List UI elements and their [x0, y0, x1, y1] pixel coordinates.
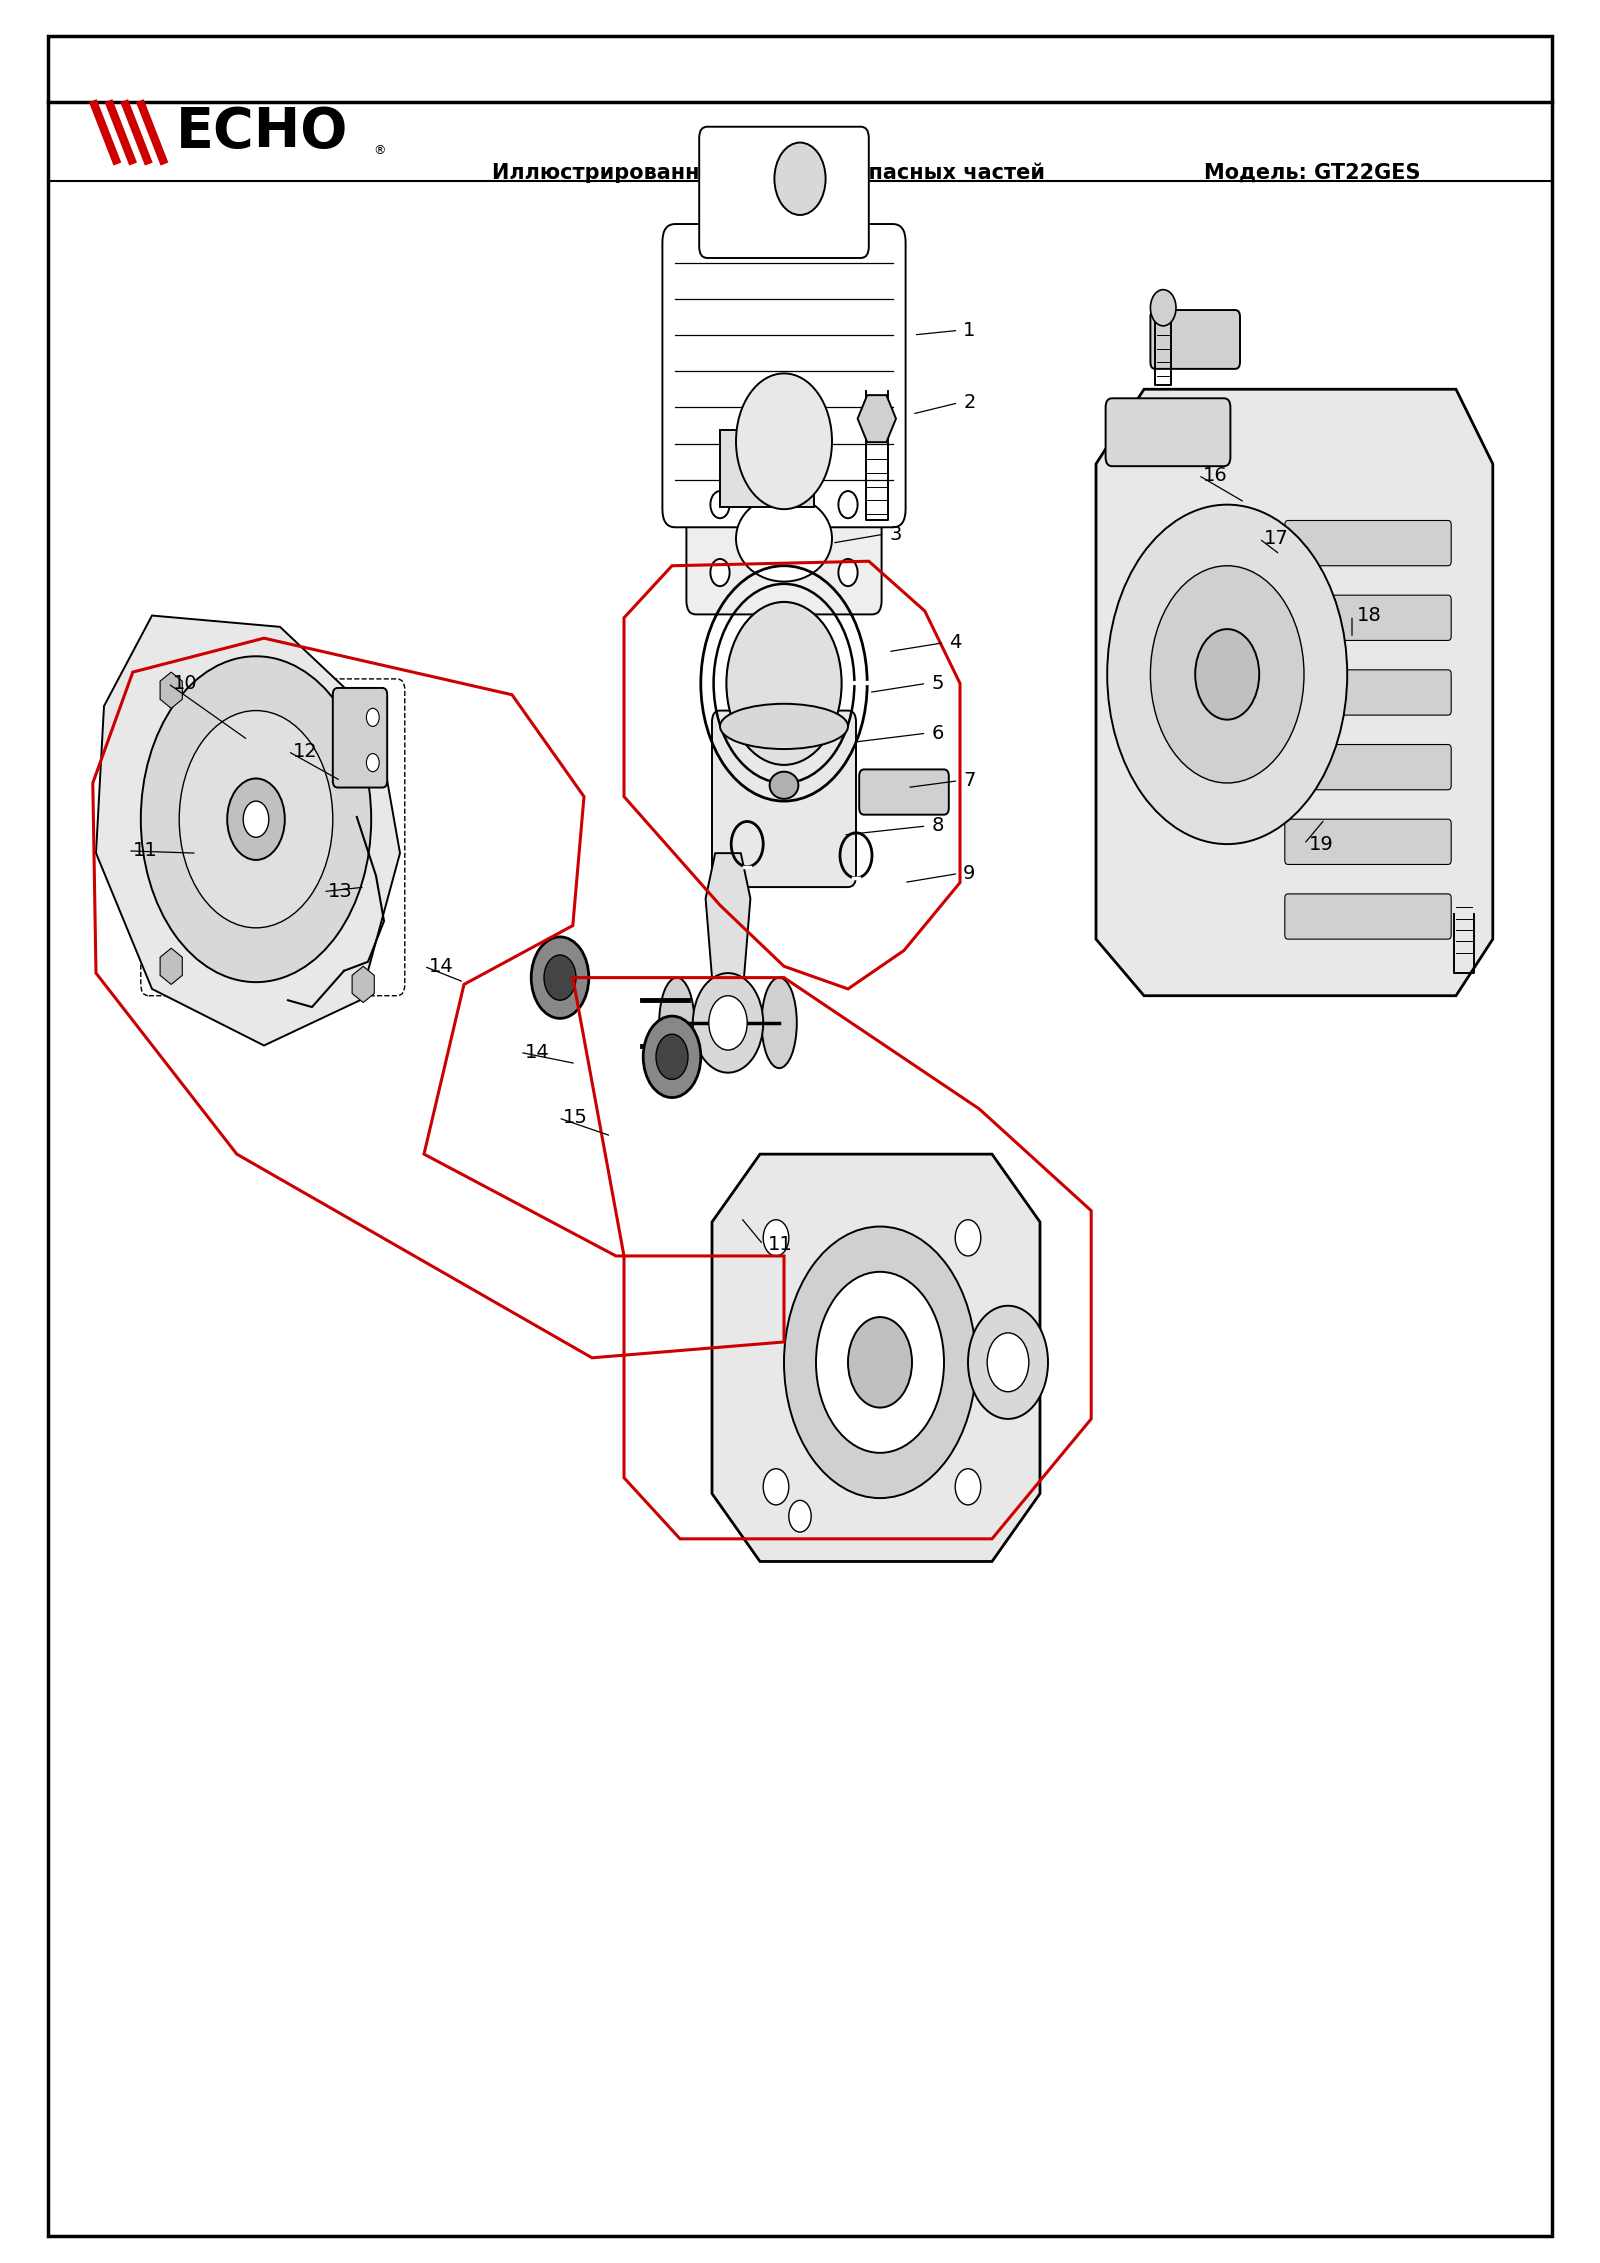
Text: 11: 11	[133, 842, 157, 860]
FancyBboxPatch shape	[333, 688, 387, 788]
FancyBboxPatch shape	[1285, 520, 1451, 566]
Circle shape	[141, 656, 371, 982]
Text: ®: ®	[373, 145, 386, 156]
Circle shape	[710, 559, 730, 586]
FancyBboxPatch shape	[1285, 745, 1451, 790]
Text: 17: 17	[1264, 530, 1288, 548]
Text: 19: 19	[1309, 835, 1333, 853]
Polygon shape	[712, 1154, 1040, 1561]
Text: 14: 14	[525, 1043, 549, 1061]
FancyBboxPatch shape	[1285, 894, 1451, 939]
Ellipse shape	[736, 496, 832, 582]
Circle shape	[726, 602, 842, 765]
Text: 6: 6	[931, 724, 944, 742]
Circle shape	[693, 973, 763, 1073]
Circle shape	[643, 1016, 701, 1098]
Circle shape	[179, 711, 333, 928]
Text: 12: 12	[293, 742, 317, 760]
Circle shape	[955, 1469, 981, 1505]
Text: 9: 9	[963, 864, 976, 883]
Circle shape	[1150, 566, 1304, 783]
Circle shape	[848, 1317, 912, 1408]
Circle shape	[366, 754, 379, 772]
Text: 10: 10	[173, 674, 197, 692]
Text: Иллюстрированный каталог запасных частей: Иллюстрированный каталог запасных частей	[491, 163, 1045, 183]
Text: 15: 15	[563, 1109, 589, 1127]
Polygon shape	[1096, 389, 1493, 996]
FancyBboxPatch shape	[1285, 670, 1451, 715]
FancyBboxPatch shape	[1150, 310, 1240, 369]
FancyBboxPatch shape	[712, 711, 856, 887]
Ellipse shape	[762, 978, 797, 1068]
Circle shape	[1150, 290, 1176, 326]
Circle shape	[544, 955, 576, 1000]
Circle shape	[1107, 505, 1347, 844]
Circle shape	[955, 1220, 981, 1256]
Circle shape	[1195, 629, 1259, 720]
Text: 16: 16	[1203, 466, 1227, 484]
Text: 14: 14	[429, 957, 453, 975]
FancyBboxPatch shape	[1285, 819, 1451, 864]
Ellipse shape	[770, 772, 798, 799]
Circle shape	[710, 491, 730, 518]
Text: Модель: GT22GES: Модель: GT22GES	[1203, 163, 1421, 183]
Text: 13: 13	[328, 883, 352, 901]
Circle shape	[987, 1333, 1029, 1392]
FancyBboxPatch shape	[720, 430, 814, 507]
Text: 7: 7	[963, 772, 976, 790]
Circle shape	[784, 1227, 976, 1498]
Circle shape	[763, 1469, 789, 1505]
Ellipse shape	[720, 704, 848, 749]
Circle shape	[763, 1220, 789, 1256]
Text: 4: 4	[949, 634, 962, 652]
Polygon shape	[96, 616, 400, 1046]
Circle shape	[531, 937, 589, 1018]
Circle shape	[243, 801, 269, 837]
Text: 5: 5	[931, 674, 944, 692]
FancyBboxPatch shape	[1285, 595, 1451, 640]
FancyBboxPatch shape	[1106, 398, 1230, 466]
Circle shape	[656, 1034, 688, 1079]
FancyBboxPatch shape	[662, 224, 906, 527]
FancyBboxPatch shape	[686, 462, 882, 613]
FancyBboxPatch shape	[859, 769, 949, 815]
Circle shape	[789, 1500, 811, 1532]
Circle shape	[736, 373, 832, 509]
Circle shape	[774, 143, 826, 215]
Circle shape	[816, 1272, 944, 1453]
Text: 11: 11	[768, 1236, 792, 1254]
Circle shape	[838, 491, 858, 518]
Text: 18: 18	[1357, 606, 1381, 625]
Text: 2: 2	[963, 394, 976, 412]
Text: ECHO: ECHO	[176, 106, 349, 158]
Text: 1: 1	[963, 321, 976, 339]
Circle shape	[838, 559, 858, 586]
Circle shape	[366, 708, 379, 726]
Polygon shape	[706, 853, 750, 978]
Circle shape	[227, 778, 285, 860]
Ellipse shape	[659, 978, 694, 1068]
Circle shape	[968, 1306, 1048, 1419]
Text: 3: 3	[890, 525, 902, 543]
Text: 8: 8	[931, 817, 944, 835]
Circle shape	[709, 996, 747, 1050]
FancyBboxPatch shape	[699, 127, 869, 258]
